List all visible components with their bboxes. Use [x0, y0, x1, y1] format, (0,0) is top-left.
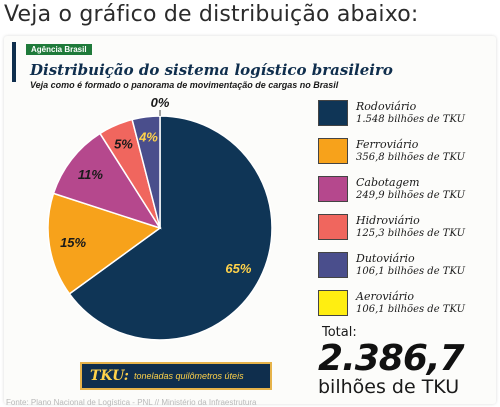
legend-swatch [318, 138, 348, 164]
total-value: 2.386,7 [318, 338, 465, 379]
legend-name: Aeroviário [356, 290, 415, 303]
legend-name: Hidroviário [356, 214, 420, 227]
pie-slice-rodoviario [68, 115, 273, 341]
legend-value: 106,1 bilhões de TKU [356, 266, 466, 277]
legend-name: Rodoviário [356, 100, 417, 113]
pie-label-hidroviario: 5% [114, 137, 133, 152]
pie-slice-cabotagem [52, 132, 162, 230]
legend-value: 125,3 bilhões de TKU [356, 228, 466, 239]
pie-label-aeroviario: 0% [151, 95, 170, 110]
legend-item-hidroviario: Hidroviário 125,3 bilhões de TKU [318, 214, 496, 244]
legend-name: Dutoviário [356, 252, 415, 265]
source-badge: Agência Brasil [26, 44, 92, 55]
legend-value: 356,8 bilhões de TKU [356, 152, 466, 163]
page-heading: Veja o gráfico de distribuição abaixo: [4, 2, 419, 27]
pie-label-cabotagem: 11% [78, 167, 103, 182]
pie-slice-ferroviario [47, 192, 162, 295]
legend-swatch [318, 252, 348, 278]
tku-description: toneladas quilômetros úteis [134, 371, 244, 381]
legend-item-cabotagem: Cabotagem 249,9 bilhões de TKU [318, 176, 496, 206]
legend-value: 1.548 bilhões de TKU [356, 114, 466, 125]
legend-value: 249,9 bilhões de TKU [356, 190, 466, 201]
legend-swatch [318, 176, 348, 202]
pie-slices [47, 115, 273, 341]
chart-subtitle: Veja como é formado o panorama de movime… [30, 80, 339, 90]
legend-item-aeroviario: Aeroviário 106,1 bilhões de TKU [318, 290, 496, 320]
title-accent-bar [12, 42, 16, 82]
legend-item-dutoviario: Dutoviário 106,1 bilhões de TKU [318, 252, 496, 282]
legend-name: Cabotagem [356, 176, 420, 189]
legend-swatch [318, 100, 348, 126]
pie-labels: 65% 15% 11% 5% 4% 0% [60, 95, 252, 276]
tku-key: TKU: [90, 368, 129, 384]
pie-label-ferroviario: 15% [60, 235, 86, 250]
legend-item-ferroviario: Ferroviário 356,8 bilhões de TKU [318, 138, 496, 168]
tku-note-box: TKU: toneladas quilômetros úteis [80, 362, 272, 390]
total-unit: bilhões de TKU [318, 376, 460, 398]
total-label: Total: [322, 325, 357, 340]
legend-value: 106,1 bilhões de TKU [356, 304, 466, 315]
chart-title: Distribuição do sistema logístico brasil… [30, 61, 393, 79]
pie-label-rodoviario: 65% [225, 261, 251, 276]
footer-source: Fonte: Plano Nacional de Logística - PNL… [6, 398, 257, 407]
legend-name: Ferroviário [356, 138, 419, 151]
pie-label-dutoviario: 4% [138, 130, 158, 145]
legend-swatch [318, 290, 348, 316]
legend-item-rodoviario: Rodoviário 1.548 bilhões de TKU [318, 100, 496, 130]
legend-swatch [318, 214, 348, 240]
